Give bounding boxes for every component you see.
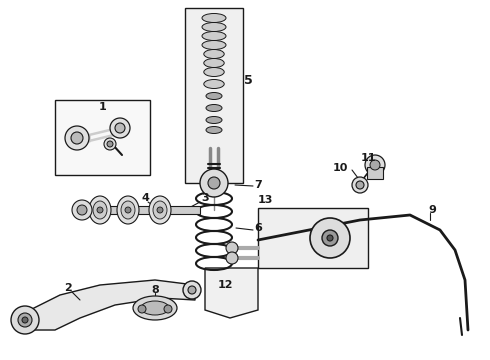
Circle shape bbox=[65, 126, 89, 150]
Ellipse shape bbox=[202, 13, 226, 22]
Circle shape bbox=[110, 118, 130, 138]
Ellipse shape bbox=[204, 68, 224, 77]
Circle shape bbox=[164, 305, 172, 313]
Circle shape bbox=[72, 200, 92, 220]
Circle shape bbox=[77, 205, 87, 215]
Circle shape bbox=[208, 177, 220, 189]
Ellipse shape bbox=[89, 196, 111, 224]
Ellipse shape bbox=[202, 31, 226, 40]
Text: 5: 5 bbox=[244, 73, 252, 86]
Bar bbox=[185, 8, 243, 183]
Text: 7: 7 bbox=[254, 180, 262, 190]
Circle shape bbox=[365, 155, 385, 175]
Text: 13: 13 bbox=[257, 195, 273, 205]
Circle shape bbox=[310, 218, 350, 258]
Ellipse shape bbox=[206, 104, 222, 112]
Bar bbox=[80, 206, 200, 214]
Text: 10: 10 bbox=[332, 163, 348, 173]
Circle shape bbox=[71, 132, 83, 144]
Ellipse shape bbox=[149, 196, 171, 224]
Bar bbox=[55, 100, 150, 175]
Text: 11: 11 bbox=[360, 153, 376, 163]
Circle shape bbox=[157, 207, 163, 213]
Circle shape bbox=[22, 317, 28, 323]
Ellipse shape bbox=[202, 40, 226, 49]
Ellipse shape bbox=[204, 49, 224, 58]
Circle shape bbox=[125, 207, 131, 213]
Ellipse shape bbox=[133, 296, 177, 320]
Ellipse shape bbox=[202, 22, 226, 31]
Text: 4: 4 bbox=[141, 193, 149, 203]
Circle shape bbox=[327, 235, 333, 241]
Circle shape bbox=[183, 281, 201, 299]
Circle shape bbox=[97, 207, 103, 213]
Text: 1: 1 bbox=[99, 102, 107, 112]
Ellipse shape bbox=[141, 301, 169, 315]
Text: 9: 9 bbox=[428, 205, 436, 215]
Text: 6: 6 bbox=[254, 223, 262, 233]
Polygon shape bbox=[20, 280, 195, 330]
Circle shape bbox=[11, 306, 39, 334]
Text: 2: 2 bbox=[64, 283, 72, 293]
Ellipse shape bbox=[206, 93, 222, 99]
Circle shape bbox=[322, 230, 338, 246]
Ellipse shape bbox=[206, 117, 222, 123]
Circle shape bbox=[104, 138, 116, 150]
Ellipse shape bbox=[93, 201, 107, 219]
Ellipse shape bbox=[204, 80, 224, 89]
Circle shape bbox=[138, 305, 146, 313]
Circle shape bbox=[200, 169, 228, 197]
Polygon shape bbox=[205, 268, 258, 318]
Ellipse shape bbox=[117, 196, 139, 224]
Ellipse shape bbox=[121, 201, 135, 219]
Circle shape bbox=[107, 141, 113, 147]
Circle shape bbox=[356, 181, 364, 189]
Circle shape bbox=[352, 177, 368, 193]
Text: 3: 3 bbox=[201, 193, 209, 203]
Circle shape bbox=[115, 123, 125, 133]
Circle shape bbox=[226, 242, 238, 254]
Text: 12: 12 bbox=[217, 280, 233, 290]
Circle shape bbox=[188, 286, 196, 294]
Text: 8: 8 bbox=[151, 285, 159, 295]
Circle shape bbox=[18, 313, 32, 327]
Circle shape bbox=[370, 160, 380, 170]
Polygon shape bbox=[258, 208, 368, 268]
Ellipse shape bbox=[204, 58, 224, 68]
Bar bbox=[367, 167, 383, 179]
Ellipse shape bbox=[206, 126, 222, 134]
Circle shape bbox=[226, 252, 238, 264]
Ellipse shape bbox=[153, 201, 167, 219]
